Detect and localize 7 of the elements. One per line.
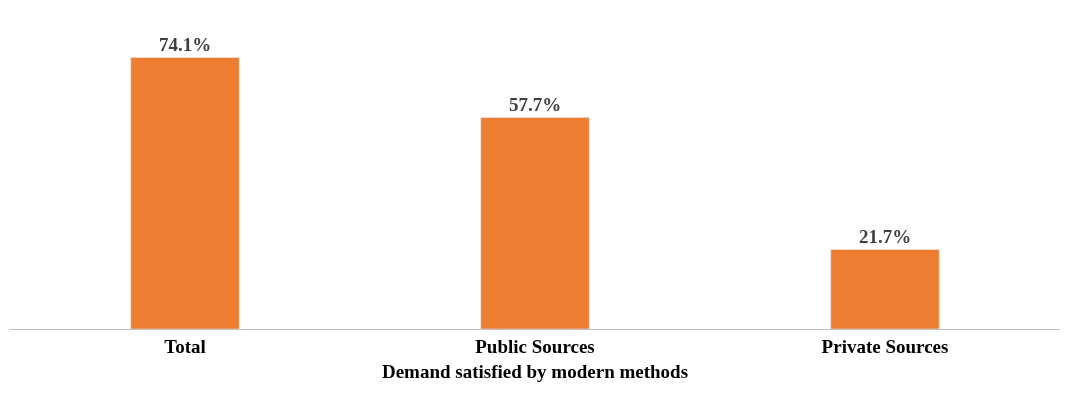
x-tick-label: Private Sources [821, 335, 949, 357]
x-tick-label: Public Sources [475, 335, 595, 357]
x-axis-title: Demand satisfied by modern methods [381, 360, 689, 382]
data-label: 21.7% [858, 225, 912, 247]
data-label: 57.7% [508, 93, 562, 115]
x-tick-label: Total [164, 335, 206, 357]
data-label: 74.1% [158, 33, 212, 55]
